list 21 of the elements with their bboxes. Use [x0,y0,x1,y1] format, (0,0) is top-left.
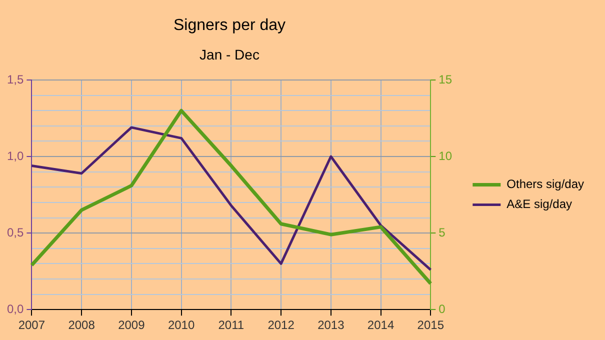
y-tick-label: 1,5 [6,72,24,86]
x-tick-label: 2011 [218,318,244,332]
y2-tick-label: 10 [438,148,452,163]
y2-tick-label: 15 [438,72,452,86]
x-tick-label: 2012 [268,318,295,332]
y2-tick-label: 0 [438,302,446,316]
chart-subtitle: Jan - Dec [200,46,260,62]
y2-tick-label: 5 [438,225,446,240]
y-tick-label: 1,0 [6,148,24,163]
x-tick-label: 2014 [367,318,394,332]
y-tick-label: 0,5 [6,225,24,240]
x-tick-label: 2010 [168,318,195,332]
x-tick-label: 2015 [417,318,444,332]
x-tick-label: 2007 [18,318,46,332]
x-tick-label: 2009 [118,318,146,332]
legend-label: Others sig/day [506,177,584,192]
y-tick-label: 0,0 [6,302,24,316]
chart-title: Signers per day [173,17,286,34]
x-tick-label: 2013 [318,318,345,332]
legend-label: A&E sig/day [506,197,572,212]
x-tick-label: 2008 [68,318,96,332]
